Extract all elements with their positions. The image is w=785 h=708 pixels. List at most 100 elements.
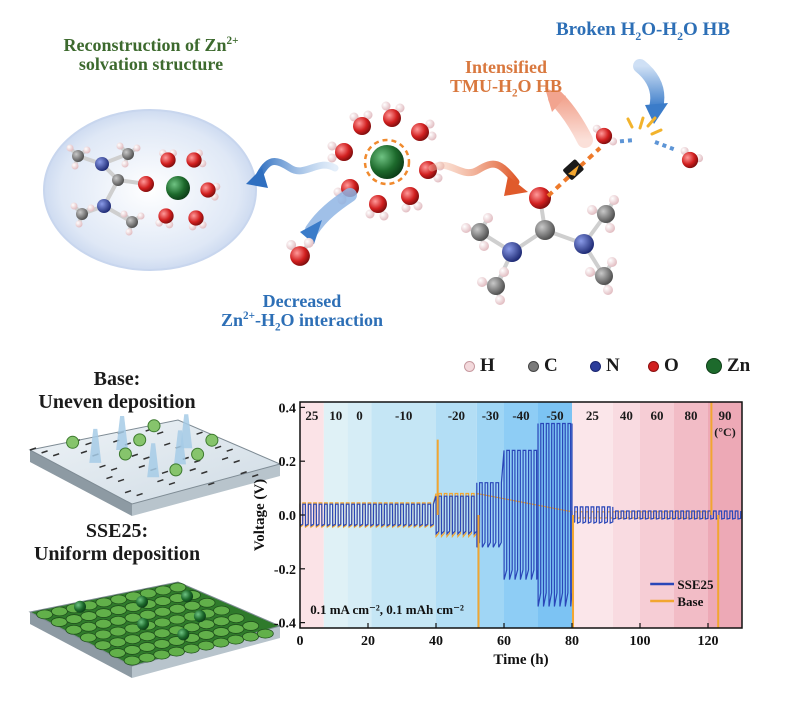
temperature-label: 0 — [356, 408, 363, 423]
surface-mark — [143, 456, 150, 460]
deposit-grain — [109, 637, 127, 648]
zn-dashed-ring — [363, 138, 411, 186]
h-atom — [133, 144, 141, 152]
c-atom — [122, 148, 134, 160]
o-atom — [401, 187, 419, 205]
o-atom — [529, 187, 551, 209]
deposit-grain — [153, 649, 171, 660]
y-tick-label: -0.2 — [274, 563, 296, 578]
deposit-grain — [65, 624, 83, 635]
deposit-grain — [198, 597, 216, 608]
deposit-grain — [183, 622, 201, 633]
h-atom — [425, 119, 435, 129]
h-atom — [483, 213, 493, 223]
zn-ion — [205, 433, 219, 447]
deposit-grain — [123, 655, 141, 666]
y-tick-label: -0.4 — [274, 617, 296, 632]
h-atom — [605, 223, 615, 233]
o-atom — [188, 210, 204, 226]
surface-mark — [163, 442, 171, 446]
deposit-grain — [80, 611, 98, 621]
panel-side — [132, 464, 280, 516]
n-atom — [97, 199, 111, 213]
surface-mark — [85, 442, 92, 446]
deposit-grain — [124, 612, 142, 623]
deposit-grain — [110, 605, 127, 615]
surface-mark — [221, 456, 229, 461]
y-tick-label: 0.2 — [279, 455, 297, 470]
condition-annotation: 0.1 mA cm⁻², 0.1 mAh cm⁻² — [310, 602, 464, 617]
deposit-grain — [227, 634, 245, 645]
deposit-grain — [154, 585, 172, 596]
voltage-chart: 25 10 0 -10 -20 -30 -40 -50 25 40 60 80 90(°C)0 20 40 6… — [252, 401, 743, 668]
x-tick-label: 60 — [497, 634, 511, 649]
deposit-grain — [154, 596, 172, 606]
dendrite — [116, 416, 129, 450]
c-atom — [76, 208, 88, 220]
x-tick-label: 100 — [630, 634, 651, 649]
surface-mark — [117, 478, 125, 483]
x-axis-label: Time (h) — [493, 652, 548, 668]
deposit-grain — [139, 609, 157, 620]
tmu-zn-complex — [66, 142, 221, 236]
h-atom — [83, 146, 91, 154]
h-atom — [363, 110, 373, 120]
panel-side — [30, 450, 132, 516]
deposit-grain — [109, 615, 127, 626]
x-tick-label: 20 — [361, 634, 375, 649]
surface-mark — [80, 450, 88, 454]
x-tick-label: 80 — [565, 634, 579, 649]
c-atom — [487, 277, 505, 295]
pink-arrow-up — [545, 88, 593, 148]
x-tick-label: 40 — [429, 634, 443, 649]
deposit-grain — [95, 618, 112, 629]
legend-item-zn: Zn — [706, 355, 750, 377]
blue-arrow-decrease — [300, 188, 357, 244]
temperature-label: -50 — [546, 408, 563, 423]
surface-mark — [110, 467, 118, 471]
surface-mark — [201, 470, 208, 475]
h-atom — [495, 295, 505, 305]
surface-mark — [52, 453, 60, 457]
deposit-grain — [153, 639, 171, 649]
zn-atom — [370, 145, 404, 179]
temperature-label: 10 — [329, 408, 342, 423]
o-atom — [681, 151, 699, 169]
deposit-grain — [227, 613, 245, 624]
h-atom — [603, 285, 613, 295]
surface-mark — [240, 471, 247, 475]
h-atom — [607, 257, 617, 267]
h-atom — [120, 210, 128, 218]
h-atom — [70, 202, 78, 210]
surface-mark — [157, 478, 164, 483]
surface-mark — [189, 467, 196, 472]
h-atom — [137, 212, 145, 220]
deposit-grain — [95, 597, 113, 608]
n-atom — [502, 242, 522, 262]
sse-deposition-panel — [28, 581, 282, 678]
c-atom — [126, 216, 138, 228]
o-atom — [160, 152, 176, 168]
h-atom — [585, 267, 595, 277]
deposit-grain — [212, 627, 230, 637]
h-atom — [116, 142, 124, 150]
deposit-grain — [80, 621, 98, 632]
h-atom — [427, 131, 437, 141]
temperature-label: -30 — [482, 408, 499, 423]
surface-mark — [168, 481, 176, 486]
deposit-grain — [197, 630, 215, 640]
surface-mark — [29, 447, 37, 451]
legend-item-c: C — [528, 355, 558, 377]
orange-wave-right — [428, 160, 528, 196]
o-atom — [595, 127, 613, 145]
h-atom — [395, 103, 405, 113]
h-atom — [461, 223, 471, 233]
zn-ion — [136, 595, 148, 608]
o-atom — [335, 143, 353, 161]
deposit-grain — [138, 642, 156, 652]
legend-label: C — [544, 355, 558, 376]
o-atom — [200, 182, 216, 198]
h-atom — [413, 201, 423, 211]
